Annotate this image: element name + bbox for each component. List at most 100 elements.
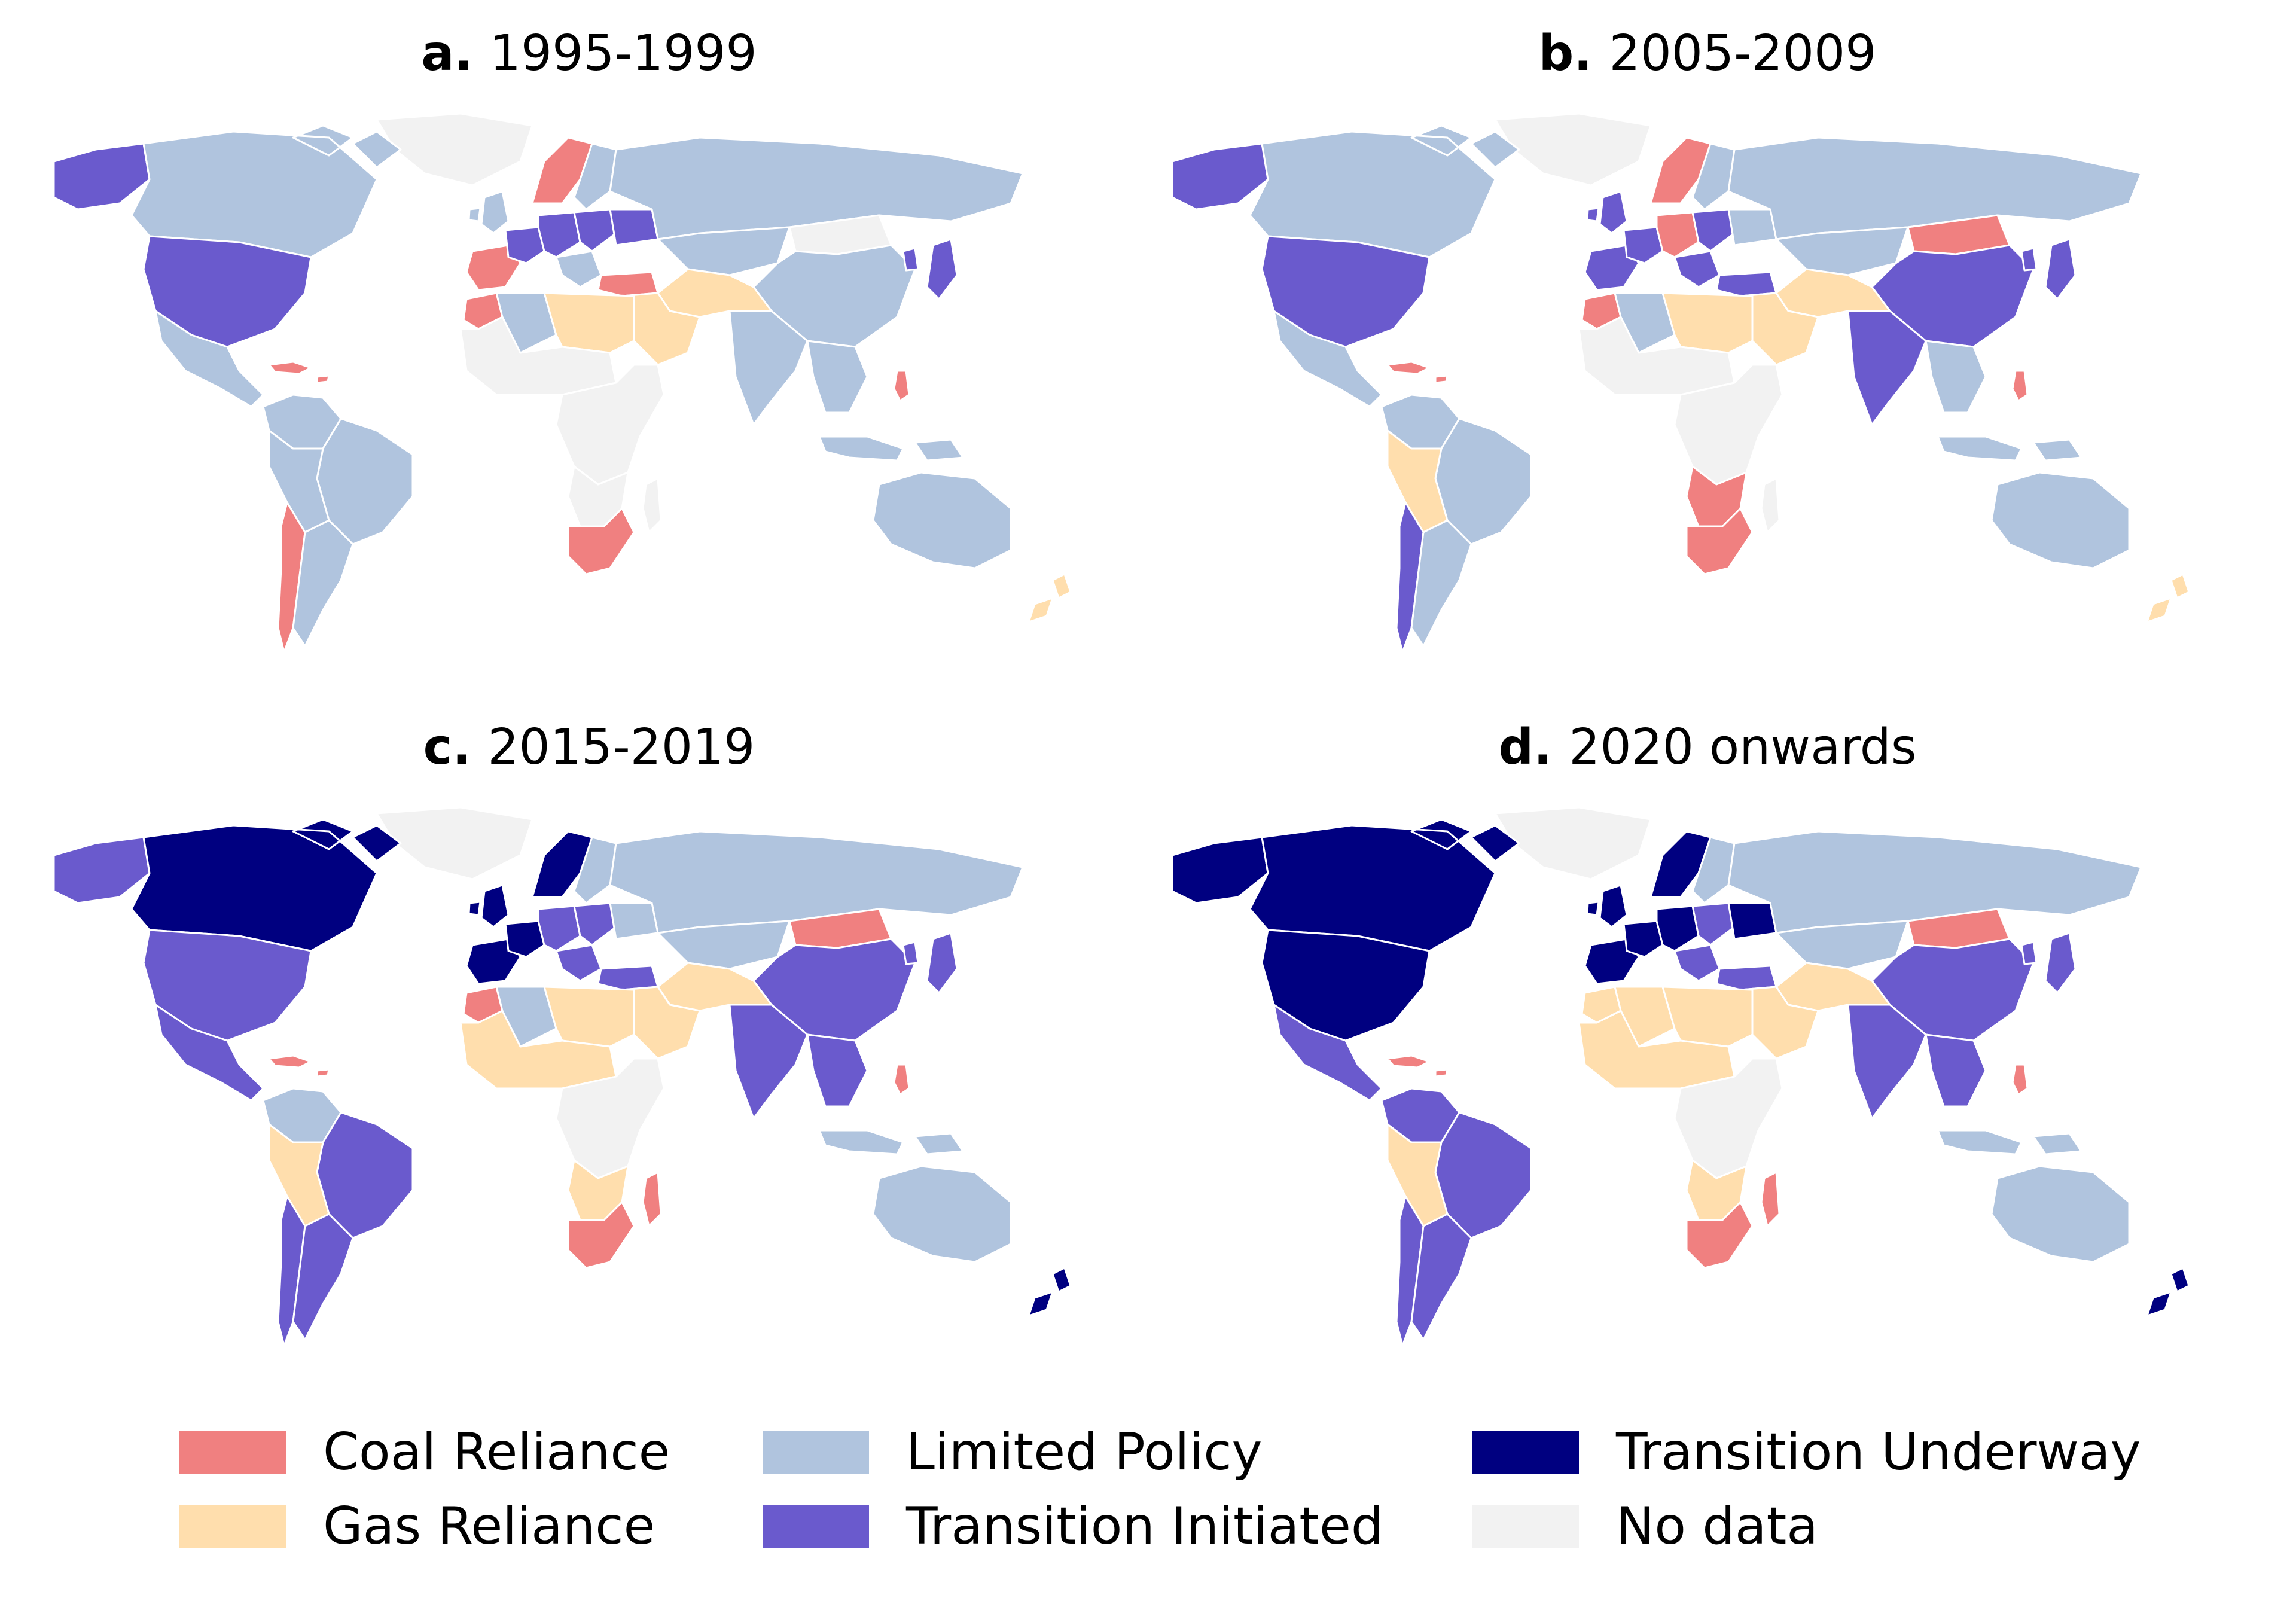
region-algeria <box>1614 292 1676 354</box>
region-balkans <box>555 250 602 288</box>
region-eastern-eu <box>1691 902 1736 946</box>
region-greenland <box>1494 807 1652 880</box>
region-japan-korea <box>2020 932 2077 994</box>
region-balkans <box>1673 944 1721 982</box>
region-libya-egypt <box>543 986 635 1048</box>
region-new-zealand <box>2146 1267 2190 1317</box>
panel-period: 2015-2019 <box>487 719 755 776</box>
world-map-c <box>53 807 1072 1347</box>
region-se-asia <box>806 340 868 414</box>
region-uk-ireland <box>1586 884 1628 928</box>
region-russia <box>609 830 1024 934</box>
region-south-africa <box>1685 1201 1754 1269</box>
region-france <box>1623 920 1664 958</box>
region-indonesia <box>1937 1129 2082 1155</box>
region-se-asia <box>1925 1033 1987 1108</box>
panel-title-b: b. 2005-2009 <box>1160 24 2255 84</box>
region-uk-ireland <box>468 884 510 928</box>
legend-label-underway: Transition Underway <box>1616 1422 2141 1482</box>
world-map-d <box>1171 807 2190 1347</box>
region-sahel-west-af <box>459 1010 617 1090</box>
region-eastern-eu <box>573 208 617 252</box>
legend-swatch-coal <box>179 1431 286 1474</box>
region-japan-korea <box>2020 238 2077 300</box>
region-libya-egypt <box>1661 986 1754 1048</box>
region-russia <box>1727 830 2142 934</box>
region-australia <box>872 1165 1012 1263</box>
legend-label-gas: Gas Reliance <box>323 1496 655 1556</box>
legend-item-underway: Transition Underway <box>1472 1423 2141 1481</box>
region-usa <box>1261 235 1431 348</box>
region-eastern-eu <box>573 902 617 946</box>
region-arabia <box>621 986 701 1060</box>
region-south-africa <box>567 1201 635 1269</box>
region-usa <box>142 929 312 1042</box>
region-indonesia <box>818 435 964 462</box>
region-madagascar <box>1760 1171 1780 1227</box>
region-philippines <box>893 370 910 402</box>
region-balkans <box>1673 250 1721 288</box>
region-mexico-ca <box>1273 310 1383 408</box>
region-mexico-ca <box>154 310 264 408</box>
panel-period: 2005-2009 <box>1609 25 1877 82</box>
map-panel-c: c. 2015-2019 <box>42 718 1136 1388</box>
region-ukraine-belarus <box>1727 902 1777 940</box>
legend: Coal Reliance Gas Reliance Limited Polic… <box>179 1423 2153 1579</box>
region-pakistan-iran <box>657 268 773 318</box>
region-central-eu <box>537 905 581 952</box>
legend-item-coal: Coal Reliance <box>179 1423 670 1481</box>
region-turkey <box>1715 965 1777 991</box>
region-south-africa <box>1685 507 1754 575</box>
region-alaska <box>53 142 151 211</box>
legend-swatch-limited <box>763 1431 869 1474</box>
panel-period: 2020 onwards <box>1569 719 1917 776</box>
region-turkey <box>1715 271 1777 297</box>
region-pakistan-iran <box>1775 962 1891 1012</box>
region-mexico-ca <box>1273 1004 1383 1102</box>
region-uk-ireland <box>468 190 510 234</box>
region-argentina <box>1410 1213 1472 1341</box>
legend-item-limited: Limited Policy <box>763 1423 1262 1481</box>
panel-letter: b. <box>1538 25 1593 82</box>
legend-item-nodata: No data <box>1472 1498 1818 1555</box>
region-japan-korea <box>902 932 958 994</box>
region-pakistan-iran <box>657 962 773 1012</box>
panel-letter: d. <box>1498 719 1553 776</box>
region-central-east-af <box>1673 364 1783 486</box>
region-argentina <box>1410 519 1472 647</box>
legend-label-initiated: Transition Initiated <box>906 1496 1384 1556</box>
region-ukraine-belarus <box>609 208 659 246</box>
region-india <box>728 1004 809 1120</box>
region-australia <box>1990 1165 2130 1263</box>
region-arabia <box>1739 292 1819 366</box>
region-se-asia <box>1925 340 1987 414</box>
region-argentina <box>292 519 354 647</box>
region-algeria <box>495 292 557 354</box>
region-se-asia <box>806 1033 868 1108</box>
region-sahel-west-af <box>459 316 617 396</box>
region-indonesia <box>1937 435 2082 462</box>
legend-label-nodata: No data <box>1616 1496 1818 1556</box>
region-madagascar <box>642 477 662 533</box>
legend-swatch-initiated <box>763 1505 869 1548</box>
region-madagascar <box>1760 477 1780 533</box>
region-india <box>1847 1004 1927 1120</box>
region-philippines <box>2011 370 2029 402</box>
region-eastern-eu <box>1691 208 1736 252</box>
region-caribbean <box>1386 1054 1449 1078</box>
region-central-east-af <box>1673 1057 1783 1179</box>
region-ukraine-belarus <box>609 902 659 940</box>
region-turkey <box>597 965 659 991</box>
legend-swatch-nodata <box>1472 1505 1579 1548</box>
region-japan-korea <box>902 238 958 300</box>
region-ukraine-belarus <box>1727 208 1777 246</box>
region-india <box>1847 310 1927 426</box>
region-algeria <box>1614 986 1676 1048</box>
region-alaska <box>1171 836 1269 904</box>
region-greenland <box>376 807 533 880</box>
panel-title-d: d. 2020 onwards <box>1160 718 2255 777</box>
panel-letter: c. <box>423 719 471 776</box>
panel-title-c: c. 2015-2019 <box>42 718 1136 777</box>
legend-item-gas: Gas Reliance <box>179 1498 655 1555</box>
panel-title-a: a. 1995-1999 <box>42 24 1136 84</box>
